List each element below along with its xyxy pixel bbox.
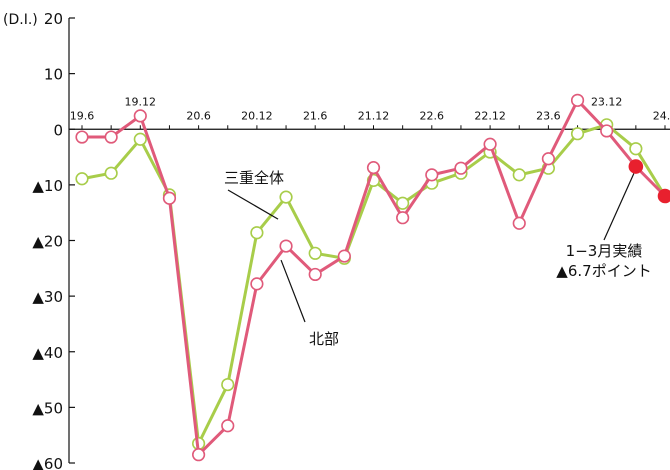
data-point — [337, 249, 351, 263]
data-point — [133, 132, 147, 146]
data-point — [133, 109, 147, 123]
x-tick-label: 22.6 — [420, 109, 445, 122]
data-point — [279, 190, 293, 204]
data-point — [221, 419, 235, 433]
highlighted-data-point — [628, 159, 644, 174]
x-tick-label: 24.6 — [653, 109, 670, 122]
data-point — [250, 277, 264, 291]
data-point — [192, 448, 206, 462]
annotation-label-north: 北部 — [309, 330, 339, 348]
data-point — [541, 152, 556, 166]
y-tick-label: ▲60 — [32, 455, 63, 470]
annotation-label-points: ▲6.7ポイント — [556, 262, 651, 280]
data-point — [75, 130, 89, 144]
data-point — [512, 216, 526, 230]
x-tick-label: 20.12 — [241, 109, 273, 122]
y-axis-unit-label: (D.I.) — [3, 12, 38, 28]
annotation-leader — [603, 173, 635, 241]
x-tick-label: 19.6 — [70, 109, 95, 122]
y-tick-label: 10 — [44, 66, 63, 84]
data-point — [570, 127, 585, 141]
y-tick-label: ▲50 — [32, 399, 63, 417]
highlighted-data-point — [657, 188, 670, 204]
annotation-leader — [280, 259, 306, 323]
y-tick-label: ▲20 — [32, 233, 63, 251]
annotation-label-result: 1−3月実績 — [566, 242, 643, 260]
data-point — [250, 226, 264, 240]
x-tick-label: 19.12 — [125, 95, 157, 108]
y-tick-label: ▲10 — [32, 177, 63, 195]
y-tick-label: 0 — [53, 121, 63, 139]
data-point — [104, 166, 118, 180]
annotation-label-all-mie: 三重全体 — [224, 169, 284, 187]
data-point — [425, 168, 439, 182]
data-point — [512, 168, 526, 182]
y-tick-label: ▲40 — [32, 344, 63, 362]
x-tick-label: 23.12 — [591, 95, 623, 108]
data-point — [75, 172, 89, 186]
data-point — [308, 246, 322, 260]
data-point — [279, 239, 293, 253]
x-tick-label: 21.6 — [303, 109, 328, 122]
annotation-leader — [227, 189, 279, 220]
data-point — [570, 93, 585, 107]
data-point — [221, 377, 235, 392]
data-point — [366, 161, 381, 175]
x-tick-label: 21.12 — [358, 109, 390, 122]
data-point — [162, 191, 177, 205]
x-tick-label: 22.12 — [474, 109, 506, 122]
data-point — [396, 211, 410, 225]
data-point — [396, 196, 410, 210]
y-tick-label: 20 — [44, 10, 63, 28]
y-tick-label: ▲30 — [32, 288, 63, 306]
x-tick-label: 20.6 — [186, 109, 211, 122]
data-point — [483, 137, 497, 151]
data-point — [629, 142, 643, 156]
data-point — [454, 161, 468, 175]
data-point — [308, 267, 322, 282]
x-tick-label: 23.6 — [536, 109, 561, 122]
data-point — [104, 130, 118, 144]
data-point — [600, 124, 614, 138]
